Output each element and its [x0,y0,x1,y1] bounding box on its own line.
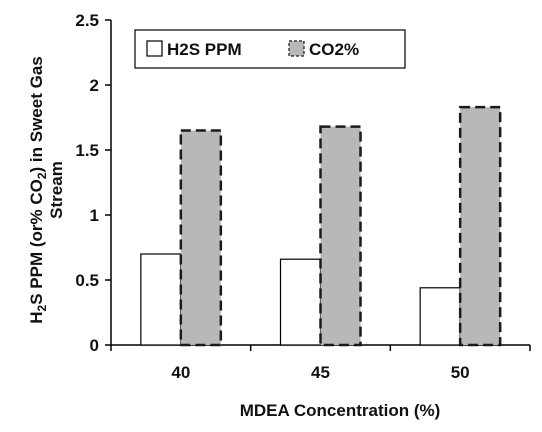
bar-h2s-ppm-45 [279,258,322,346]
y-tick-label: 2.5 [75,11,99,30]
legend-label-co2-percent: CO2% [309,40,359,59]
y-tick-label: 1.5 [75,141,99,160]
y-axis-title-line2: Stream [47,161,66,219]
legend: H2S PPM CO2% [134,29,406,69]
y-title-part-1: H [27,311,46,323]
bar-h2s-ppm-50 [419,287,461,346]
y-tick-label: 1 [90,206,99,225]
y-title-subscript-2: 2 [35,304,49,311]
bar-h2s-ppm-40 [140,253,182,346]
legend-swatch-co2-percent [288,40,305,57]
x-tick-label: 50 [451,363,470,382]
y-title-part-2: S PPM (or% CO [27,179,46,305]
y-tick-label: 2 [90,76,99,95]
bar-co2-percent-50 [458,105,502,347]
x-tick-label: 40 [171,363,190,382]
x-axis-title: MDEA Concentration (%) [240,401,441,420]
y-axis-title: H2S PPM (or% CO2) in Sweet Gas Stream [27,56,66,323]
x-tick-label: 45 [311,363,330,382]
y-title-part-3: ) in Sweet Gas [27,56,46,172]
legend-label-h2s-ppm: H2S PPM [167,40,242,59]
legend-box [134,29,406,69]
y-axis-title-line1: H2S PPM (or% CO2) in Sweet Gas [27,56,49,323]
bar-co2-percent-45 [319,125,362,347]
bar-co2-percent-40 [179,129,223,347]
plot-area: 0 0.5 1 1.5 2 2.5 40 45 50 [75,11,531,382]
y-tick-label: 0.5 [75,271,99,290]
y-title-subscript-2b: 2 [35,172,49,179]
legend-swatch-h2s-ppm [146,40,163,57]
y-tick-label: 0 [90,336,99,355]
